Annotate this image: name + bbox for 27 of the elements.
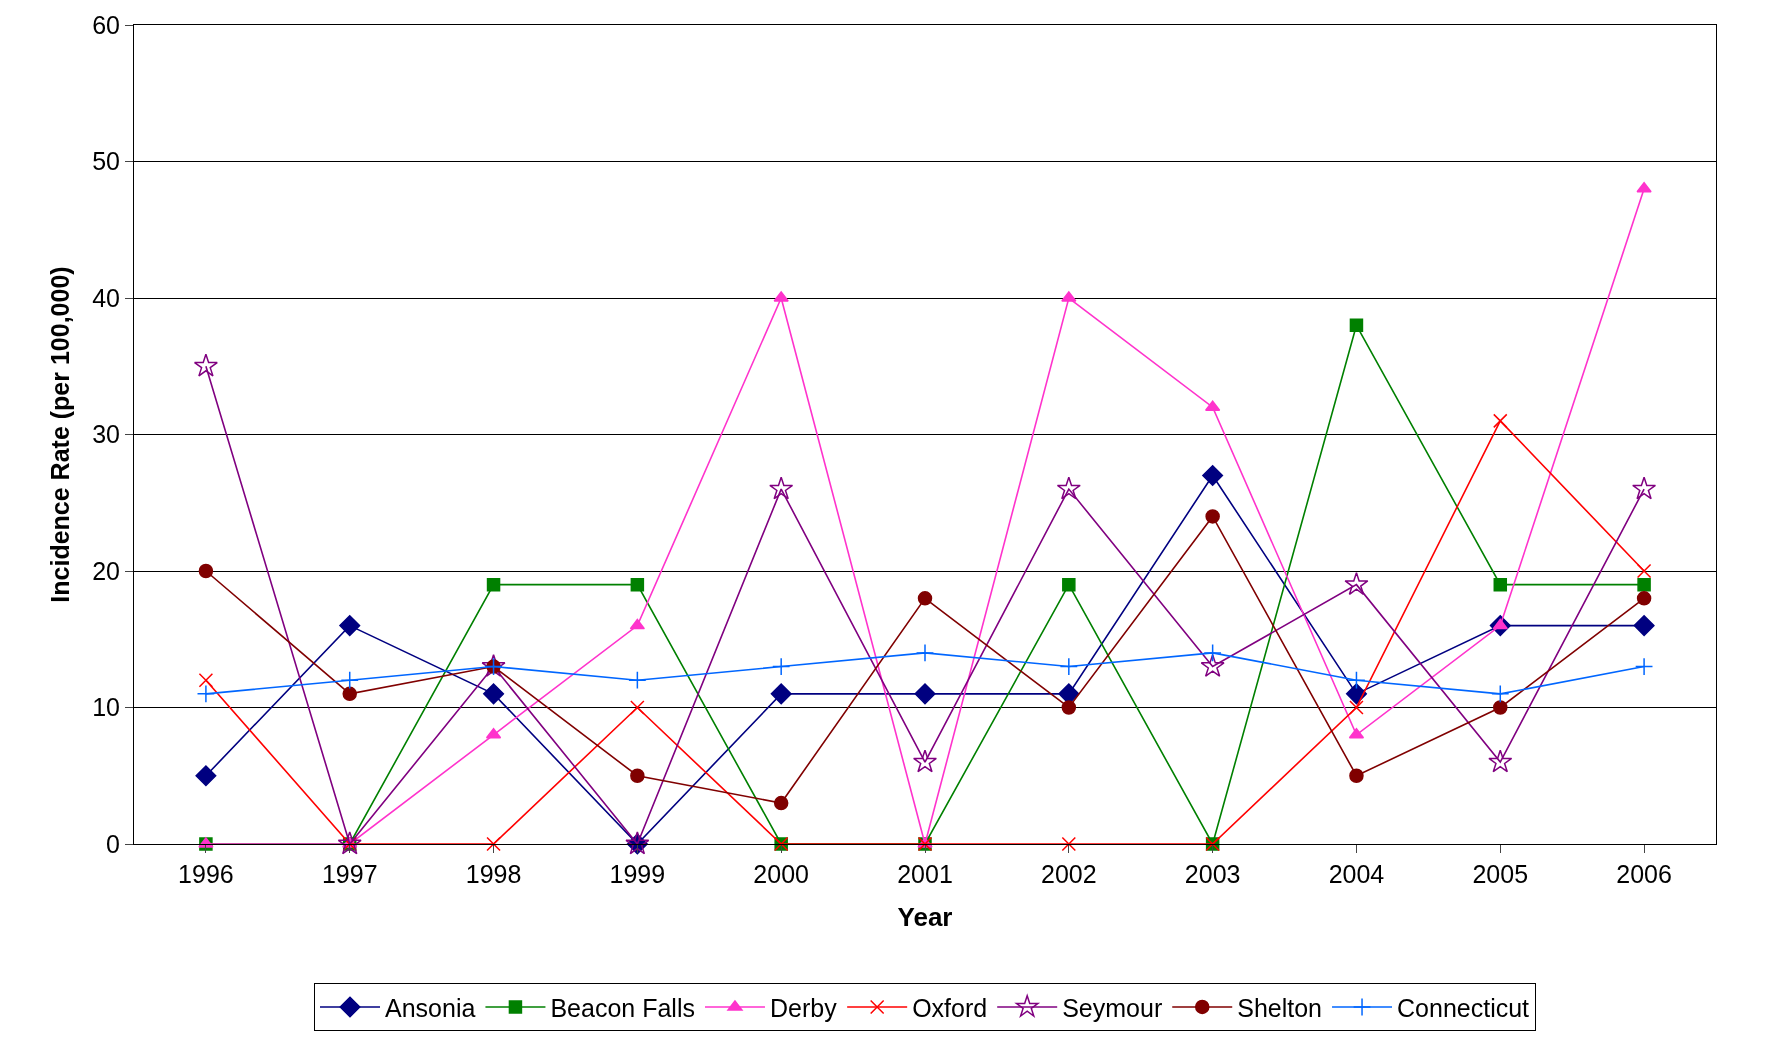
- x-tick-label: 2006: [1616, 860, 1672, 888]
- x-tick-label: 2004: [1328, 860, 1385, 888]
- x-axis-title: Year: [897, 901, 953, 932]
- legend-label: Derby: [769, 993, 838, 1022]
- x-tick-label: 2001: [897, 860, 953, 888]
- y-axis-title: Incidence Rate (per 100,000): [45, 266, 74, 603]
- x-tick-label: 2005: [1472, 860, 1529, 888]
- x-tick-label: 2002: [1041, 860, 1097, 888]
- x-tick-label: 1996: [178, 860, 234, 888]
- legend-label: Seymour: [1062, 993, 1163, 1022]
- legend-label: Beacon Falls: [550, 993, 695, 1022]
- legend-label: Ansonia: [385, 993, 476, 1022]
- y-tick-label: 40: [92, 283, 120, 312]
- y-tick-label: 20: [92, 556, 120, 585]
- x-tick-label: 1998: [465, 860, 522, 888]
- x-tick-label: 2000: [753, 860, 809, 888]
- x-tick-label: 1997: [321, 860, 378, 888]
- y-tick-label: 0: [106, 829, 120, 858]
- legend-label: Connecticut: [1397, 993, 1530, 1022]
- x-tick-label: 1999: [609, 860, 666, 888]
- y-tick-label: 60: [92, 10, 120, 39]
- legend-label: Oxford: [912, 993, 988, 1022]
- x-tick-label: 2003: [1184, 860, 1241, 888]
- y-tick-label: 10: [92, 693, 120, 722]
- legend-label: Shelton: [1237, 993, 1323, 1022]
- y-tick-label: 50: [92, 147, 120, 176]
- y-tick-label: 30: [92, 420, 120, 449]
